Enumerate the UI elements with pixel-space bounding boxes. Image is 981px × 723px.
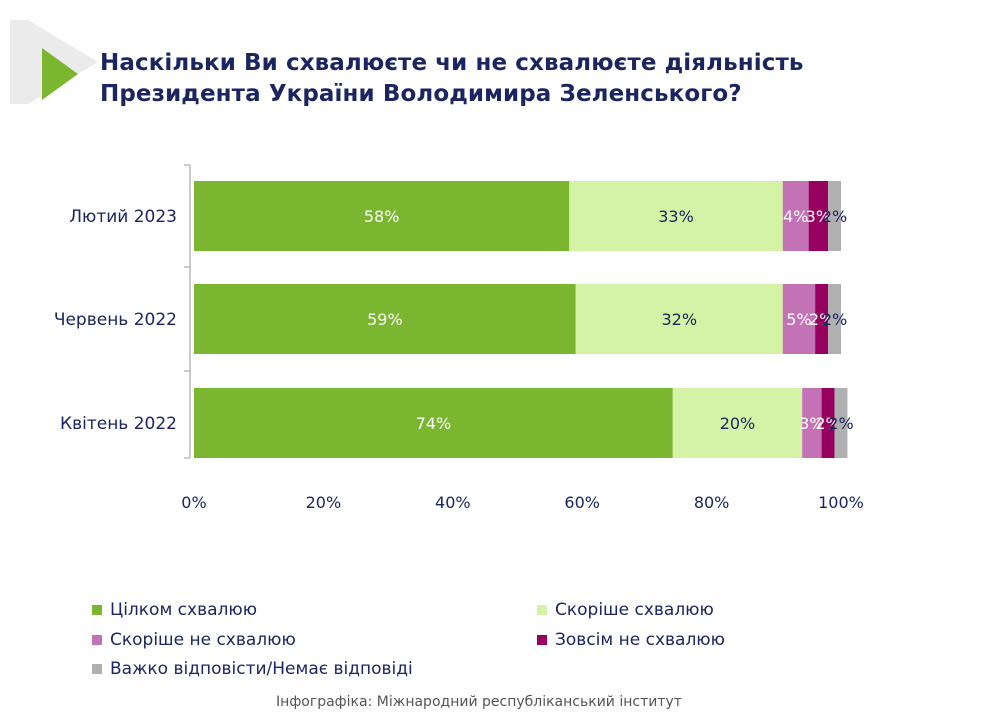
legend-item: Цілком схвалюю xyxy=(92,600,257,620)
bar-segment xyxy=(782,181,809,251)
bar-segment xyxy=(194,388,673,458)
category-label: Червень 2022 xyxy=(54,310,177,330)
data-label: 20% xyxy=(720,414,756,433)
bar-segment xyxy=(194,181,570,251)
legend-item: Скоріше не схвалюю xyxy=(92,630,296,650)
legend-label: Скоріше не схвалюю xyxy=(110,630,296,650)
legend-swatch xyxy=(92,664,102,674)
legend-item: Зовсім не схвалюю xyxy=(537,630,725,650)
data-label: 32% xyxy=(661,310,697,329)
legend-item: Важко відповісти/Немає відповіді xyxy=(92,659,413,679)
bar-segment xyxy=(802,388,822,458)
bar-segment xyxy=(828,284,841,354)
legend-item: Скоріше схвалюю xyxy=(537,600,714,620)
bar-segment xyxy=(834,388,848,458)
data-label: 2% xyxy=(815,414,840,433)
category-label: Квітень 2022 xyxy=(60,414,177,434)
logo-green-arrow xyxy=(42,48,78,100)
bar-segment xyxy=(828,181,841,251)
data-label: 4% xyxy=(783,207,808,226)
x-tick-label: 60% xyxy=(564,493,600,512)
bar-segment xyxy=(815,284,829,354)
logo-arrow-icon xyxy=(10,20,98,104)
legend-label: Зовсім не схвалюю xyxy=(555,630,725,650)
legend-swatch xyxy=(537,635,547,645)
chart-title-line-1: Наскільки Ви схвалюєте чи не схвалюєте д… xyxy=(100,50,804,76)
data-label: 74% xyxy=(416,414,452,433)
legend-swatch xyxy=(537,605,547,615)
chart-title-line-2: Президента України Володимира Зеленськог… xyxy=(100,81,742,107)
legend-label: Важко відповісти/Немає відповіді xyxy=(110,659,413,679)
data-label: 3% xyxy=(806,207,831,226)
data-label: 33% xyxy=(658,207,694,226)
data-label: 2% xyxy=(822,207,847,226)
x-tick-label: 40% xyxy=(435,493,471,512)
bar-segment xyxy=(194,284,576,354)
legend-swatch xyxy=(92,635,102,645)
data-label: 2% xyxy=(822,310,847,329)
data-label: 5% xyxy=(786,310,811,329)
data-label: 2% xyxy=(828,414,853,433)
bar-segment xyxy=(821,388,835,458)
category-label: Лютий 2023 xyxy=(69,207,177,227)
bar-segment xyxy=(808,181,829,251)
x-tick-label: 20% xyxy=(306,493,342,512)
data-label: 3% xyxy=(799,414,824,433)
bar-segment xyxy=(782,284,816,354)
data-label: 59% xyxy=(367,310,403,329)
bar-segment xyxy=(569,181,783,251)
x-tick-label: 0% xyxy=(181,493,206,512)
source-caption: Інфографіка: Міжнародний республіканськи… xyxy=(276,694,682,710)
bar-segment xyxy=(575,284,783,354)
legend-swatch xyxy=(92,605,102,615)
x-tick-label: 100% xyxy=(818,493,864,512)
data-label: 58% xyxy=(364,207,400,226)
data-label: 2% xyxy=(809,310,834,329)
stacked-bar-chart: Лютий 2023 58% 33% 4%3%2%Червень 2022 59% 32%… xyxy=(54,164,864,512)
x-tick-label: 80% xyxy=(694,493,730,512)
bar-segment xyxy=(672,388,803,458)
legend-label: Скоріше схвалюю xyxy=(555,600,714,620)
legend-label: Цілком схвалюю xyxy=(110,600,258,620)
